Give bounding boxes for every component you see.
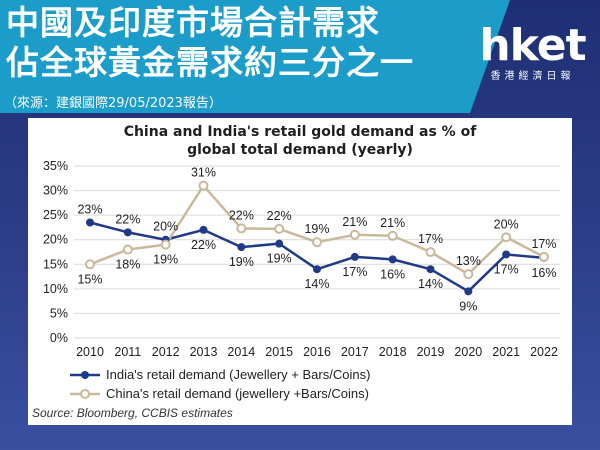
x-tick-label: 2022 [530,345,558,359]
chart-card: China and India's retail gold demand as … [28,118,572,425]
india-data-label: 17% [494,262,519,276]
y-tick-label: 10% [43,282,68,296]
x-tick-label: 2020 [454,345,482,359]
india-data-label: 16% [531,266,556,280]
china-data-point [387,230,398,241]
legend-label-india: India's retail demand (Jewellery + Bars/… [106,367,370,382]
china-data-label: 31% [191,166,216,180]
x-tick-label: 2013 [190,345,218,359]
india-data-label: 19% [229,255,254,269]
source-note: （來源：建銀國際29/05/2023報告） [4,96,222,111]
headline-banner [0,0,470,113]
china-data-label: 15% [77,272,102,286]
china-data-point [501,232,512,243]
india-data-point [86,218,94,227]
india-data-point [426,265,435,274]
china-data-label: 19% [153,253,178,267]
legend: India's retail demand (Jewellery + Bars/… [70,367,370,401]
india-data-label: 23% [77,203,102,217]
india-data-label: 20% [153,220,178,234]
legend-marker-india [81,371,89,379]
india-data-point [237,243,246,252]
logo-word: hket [479,20,586,71]
legend-label-china: China's retail demand (jewellery +Bars/C… [106,386,369,401]
china-data-label: 22% [267,209,292,223]
y-tick-label: 5% [50,306,68,320]
x-tick-label: 2018 [379,345,407,359]
x-tick-label: 2021 [492,345,520,359]
china-data-point [463,269,474,280]
headline-banner-tail [470,0,510,113]
china-data-point [85,259,95,270]
x-tick-label: 2016 [303,345,331,359]
chart-title-line-1: China and India's retail gold demand as … [124,124,478,140]
china-data-label: 21% [342,215,367,229]
y-tick-label: 20% [43,233,68,247]
china-data-point [236,223,247,234]
china-data-label: 13% [456,254,481,268]
china-data-label: 19% [304,222,329,236]
india-data-label: 19% [267,252,292,266]
india-data-point [123,228,132,237]
china-data-label: 22% [229,208,254,222]
china-data-label: 17% [418,232,443,246]
legend-marker-china [80,389,90,399]
x-tick-label: 2014 [227,345,255,359]
line-chart: China and India's retail gold demand as … [32,124,560,420]
headline-line-2: 佔全球黃金需求約三分之一 [6,43,414,82]
india-data-label: 14% [304,277,329,291]
india-data-point [275,239,284,248]
china-data-label: 18% [115,258,140,272]
x-tick-label: 2011 [114,345,141,359]
chart-source: Source: Bloomberg, CCBIS estimates [32,406,233,420]
india-data-point [350,252,359,261]
hket-logo: hket 香港經濟日報 [470,22,595,92]
china-data-point [122,244,133,255]
india-data-label: 9% [459,299,477,313]
china-data-point [312,237,322,248]
india-data-point [313,265,321,274]
china-data-point [274,223,285,234]
china-data-label: 17% [531,237,556,251]
china-data-point [425,247,436,257]
india-data-label: 22% [191,238,216,252]
india-data-label: 14% [418,277,443,291]
y-tick-label: 35% [43,159,68,173]
china-data-point [539,251,549,262]
headline-line-1: 中國及印度市場合計需求 [6,3,380,42]
china-data-point [198,180,209,191]
china-data-label: 21% [380,216,405,230]
china-data-point [160,239,171,250]
y-tick-label: 15% [43,257,68,271]
india-data-point [388,255,397,264]
x-tick-label: 2012 [152,345,180,359]
india-data-label: 17% [342,265,367,279]
india-data-point [199,225,208,234]
india-data-label: 16% [380,267,405,281]
china-data-label: 20% [494,217,519,231]
china-data-point [349,229,360,240]
india-data-point [464,287,473,296]
chart-title-line-2: global total demand (yearly) [187,142,413,158]
y-tick-label: 0% [50,331,68,345]
x-tick-label: 2019 [417,345,445,359]
logo-subtitle: 香港經濟日報 [490,71,575,82]
x-tick-label: 2015 [265,345,293,359]
india-data-point [502,250,511,259]
x-tick-label: 2017 [341,345,369,359]
y-tick-label: 25% [43,208,68,222]
y-tick-label: 30% [43,184,68,198]
x-tick-label: 2010 [76,345,104,359]
india-data-label: 22% [115,212,140,226]
